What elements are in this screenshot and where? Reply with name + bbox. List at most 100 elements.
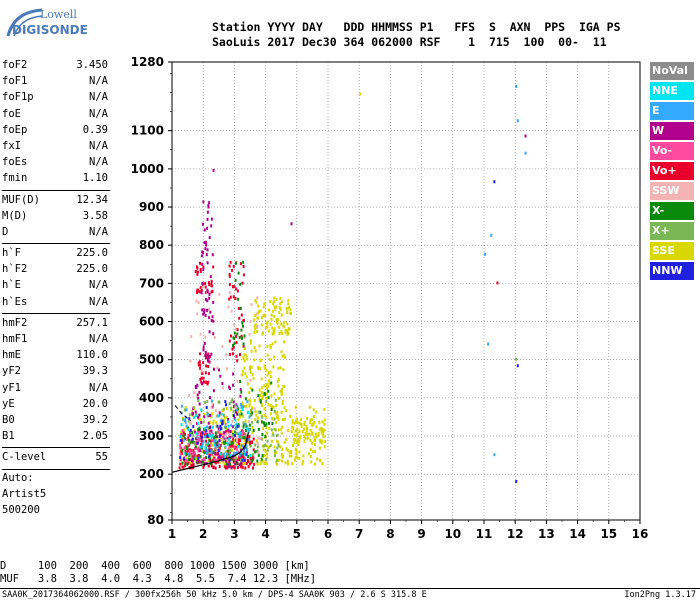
echo-point-sse <box>312 408 315 412</box>
echo-point-ssw <box>199 332 202 336</box>
echo-point-vo- <box>207 281 210 285</box>
echo-point-vo- <box>210 464 213 468</box>
echo-point-nnw <box>216 424 219 428</box>
echo-point-vo- <box>239 262 242 266</box>
echo-point-sse <box>223 418 225 422</box>
echo-point-sse <box>273 355 276 359</box>
x-tick-label: 7 <box>355 527 363 541</box>
echo-point-e <box>180 404 183 408</box>
echo-point-e <box>240 444 243 448</box>
echo-point-ssw <box>228 290 231 294</box>
echo-point-sse <box>265 444 268 448</box>
echo-point-x- <box>186 445 189 449</box>
echo-point-x- <box>251 453 254 457</box>
echo-point-x- <box>274 398 277 402</box>
echo-point-vo- <box>179 443 181 447</box>
echo-point-vo- <box>252 466 254 470</box>
echo-point-vo- <box>197 461 200 465</box>
echo-point-w <box>206 226 209 230</box>
echo-point-vo- <box>496 281 499 285</box>
param-label: B0 <box>2 413 15 426</box>
echo-point-vo- <box>232 444 235 448</box>
echo-point-x- <box>188 413 191 417</box>
legend-item-e: E <box>650 102 694 120</box>
param-row: hmF2 257.1 <box>0 316 112 332</box>
echo-point-e <box>206 413 209 417</box>
echo-point-sse <box>276 439 279 443</box>
echo-point-vo- <box>238 316 241 320</box>
echo-point-sse <box>201 449 204 453</box>
echo-point-ssw <box>250 303 253 307</box>
echo-point-x- <box>190 440 193 444</box>
echo-point-sse <box>284 330 287 334</box>
echo-point-sse <box>323 418 326 422</box>
echo-point-x- <box>259 410 262 414</box>
echo-point-w <box>207 354 210 358</box>
param-row: foEp 0.39 <box>0 123 112 139</box>
echo-point-vo- <box>186 450 189 454</box>
echo-point-nne <box>226 420 229 424</box>
echo-point-w <box>203 415 206 419</box>
echo-point-nne <box>241 408 244 411</box>
echo-point-vo- <box>242 344 245 348</box>
echo-point-vo- <box>199 377 202 381</box>
echo-point-vo- <box>248 435 251 439</box>
echo-point-w <box>228 442 231 446</box>
echo-point-sse <box>275 416 278 420</box>
echo-point-vo- <box>218 465 221 468</box>
echo-point-x- <box>276 433 279 437</box>
echo-point-vo- <box>199 363 202 367</box>
trace-line <box>171 432 249 473</box>
echo-point-vo- <box>230 457 233 461</box>
echo-point-ssw <box>234 327 237 331</box>
echo-point-sse <box>247 382 249 386</box>
echo-point-vo- <box>210 279 213 283</box>
echo-point-sse <box>272 300 275 304</box>
echo-point-x- <box>239 380 242 383</box>
echo-point-ssw <box>226 439 229 443</box>
echo-point-e <box>237 432 240 436</box>
echo-point-x- <box>230 400 233 404</box>
echo-point-x- <box>260 457 263 461</box>
echo-point-sse <box>271 417 274 421</box>
echo-point-sse <box>282 418 285 422</box>
echo-point-sse <box>258 344 261 348</box>
echo-point-sse <box>233 439 236 443</box>
footer-divider <box>0 588 700 589</box>
echo-point-e <box>238 453 241 457</box>
echo-point-vo- <box>212 265 215 269</box>
echo-point-sse <box>254 418 257 422</box>
echo-point-vo- <box>207 380 210 384</box>
echo-point-x- <box>231 398 234 402</box>
echo-point-x- <box>251 459 254 463</box>
echo-point-sse <box>294 405 297 409</box>
echo-point-sse <box>259 394 261 398</box>
echo-point-x- <box>242 324 244 328</box>
echo-point-w <box>195 386 198 390</box>
echo-point-ssw <box>256 296 259 300</box>
echo-point-e <box>213 439 216 443</box>
y-tick-label: 500 <box>139 353 164 367</box>
echo-point-x- <box>205 456 207 460</box>
echo-point-w <box>200 421 203 425</box>
echo-point-vo- <box>228 273 231 276</box>
echo-point-e <box>487 342 490 346</box>
echo-point-w <box>205 253 208 257</box>
echo-point-vo- <box>233 445 236 449</box>
echo-point-vo- <box>246 437 249 441</box>
echo-point-sse <box>323 408 326 411</box>
echo-point-vo- <box>232 285 234 289</box>
echo-point-sse <box>264 460 267 464</box>
param-label: C-level <box>2 451 47 464</box>
echo-point-vo- <box>240 334 243 338</box>
echo-point-sse <box>276 415 279 419</box>
echo-point-x- <box>187 457 190 461</box>
echo-point-vo- <box>242 455 245 459</box>
echo-point-nne <box>180 423 183 427</box>
echo-point-e <box>185 424 188 428</box>
echo-point-sse <box>284 437 287 441</box>
echo-point-e <box>223 452 226 456</box>
x-tick-label: 2 <box>199 527 207 541</box>
echo-point-vo- <box>228 352 231 356</box>
echo-point-ssw <box>231 420 234 423</box>
